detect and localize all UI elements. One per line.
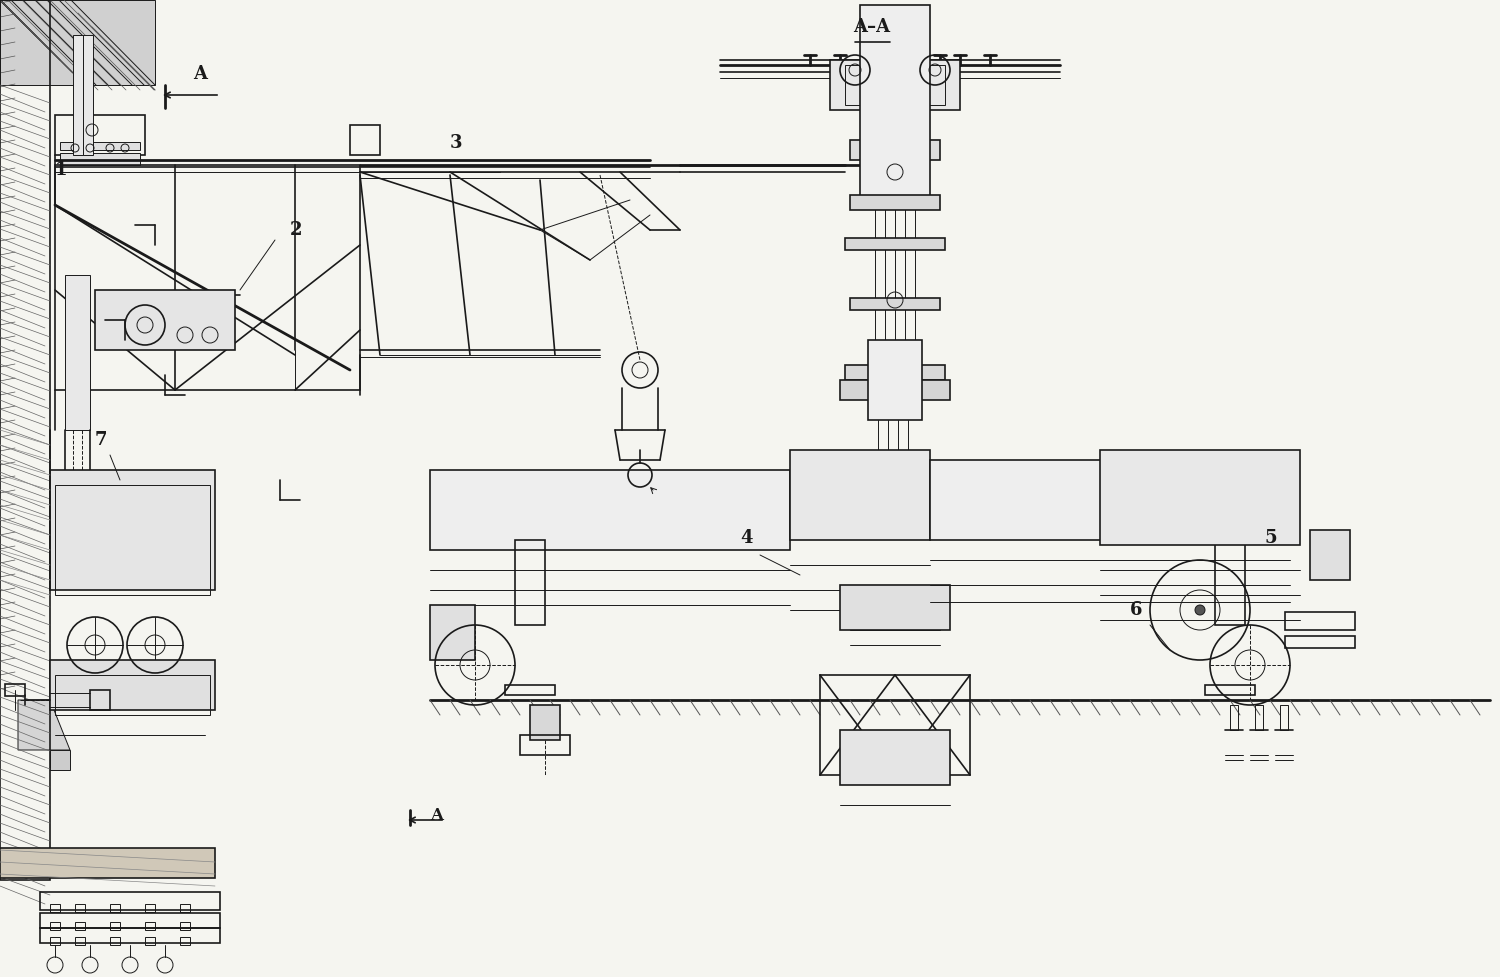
- Text: 5: 5: [1264, 529, 1278, 547]
- Text: 7: 7: [94, 431, 108, 449]
- Bar: [430, 605, 476, 660]
- Text: 3: 3: [450, 134, 462, 152]
- Bar: [840, 730, 950, 785]
- Text: 6: 6: [1130, 601, 1143, 619]
- Bar: [865, 105, 926, 155]
- Bar: [60, 142, 140, 150]
- Circle shape: [1196, 605, 1204, 615]
- Bar: [0, 848, 214, 878]
- Bar: [40, 892, 220, 910]
- Bar: [64, 275, 90, 430]
- Bar: [859, 5, 930, 205]
- Bar: [56, 165, 360, 390]
- Bar: [90, 690, 110, 710]
- Bar: [56, 485, 210, 595]
- Bar: [40, 928, 220, 943]
- Bar: [840, 380, 950, 400]
- Bar: [50, 937, 60, 945]
- Bar: [350, 125, 380, 155]
- Bar: [1286, 612, 1354, 630]
- Bar: [506, 685, 555, 695]
- Bar: [50, 660, 214, 710]
- Bar: [840, 585, 950, 630]
- Bar: [110, 937, 120, 945]
- Bar: [74, 35, 82, 155]
- Bar: [850, 195, 940, 210]
- Bar: [850, 140, 940, 160]
- Bar: [1256, 705, 1263, 730]
- Text: 1: 1: [56, 161, 68, 179]
- Bar: [844, 65, 945, 105]
- Bar: [850, 298, 940, 310]
- Bar: [75, 904, 86, 912]
- Bar: [110, 922, 120, 930]
- Bar: [1286, 636, 1354, 648]
- Bar: [830, 60, 960, 110]
- Bar: [844, 238, 945, 250]
- Bar: [840, 505, 950, 520]
- Bar: [94, 290, 236, 350]
- Bar: [180, 922, 190, 930]
- Bar: [790, 450, 930, 540]
- Bar: [180, 904, 190, 912]
- Bar: [60, 153, 140, 165]
- Bar: [514, 540, 544, 625]
- Bar: [146, 922, 154, 930]
- Bar: [50, 922, 60, 930]
- Bar: [868, 340, 922, 420]
- Bar: [1100, 450, 1300, 545]
- Bar: [75, 922, 86, 930]
- Bar: [1215, 540, 1245, 625]
- Bar: [530, 705, 560, 740]
- Text: 4: 4: [740, 529, 753, 547]
- Bar: [1204, 685, 1255, 695]
- Text: A–A: A–A: [853, 18, 891, 36]
- Polygon shape: [18, 700, 70, 750]
- Bar: [844, 490, 945, 505]
- Bar: [1280, 705, 1288, 730]
- Bar: [146, 904, 154, 912]
- Text: A: A: [430, 807, 442, 824]
- Bar: [0, 0, 50, 880]
- Bar: [50, 470, 214, 590]
- Text: 2: 2: [290, 221, 303, 239]
- Bar: [180, 937, 190, 945]
- Bar: [930, 460, 1290, 540]
- Polygon shape: [50, 750, 70, 770]
- Bar: [844, 365, 945, 380]
- Bar: [40, 913, 220, 928]
- Bar: [430, 470, 790, 550]
- Bar: [75, 937, 86, 945]
- Bar: [82, 35, 93, 155]
- Polygon shape: [0, 0, 154, 85]
- Bar: [4, 684, 26, 696]
- Text: A: A: [194, 65, 207, 83]
- Bar: [520, 735, 570, 755]
- Bar: [50, 904, 60, 912]
- Bar: [110, 904, 120, 912]
- Bar: [1310, 530, 1350, 580]
- Bar: [146, 937, 154, 945]
- Bar: [1230, 705, 1238, 730]
- Bar: [56, 115, 146, 155]
- Bar: [56, 675, 210, 715]
